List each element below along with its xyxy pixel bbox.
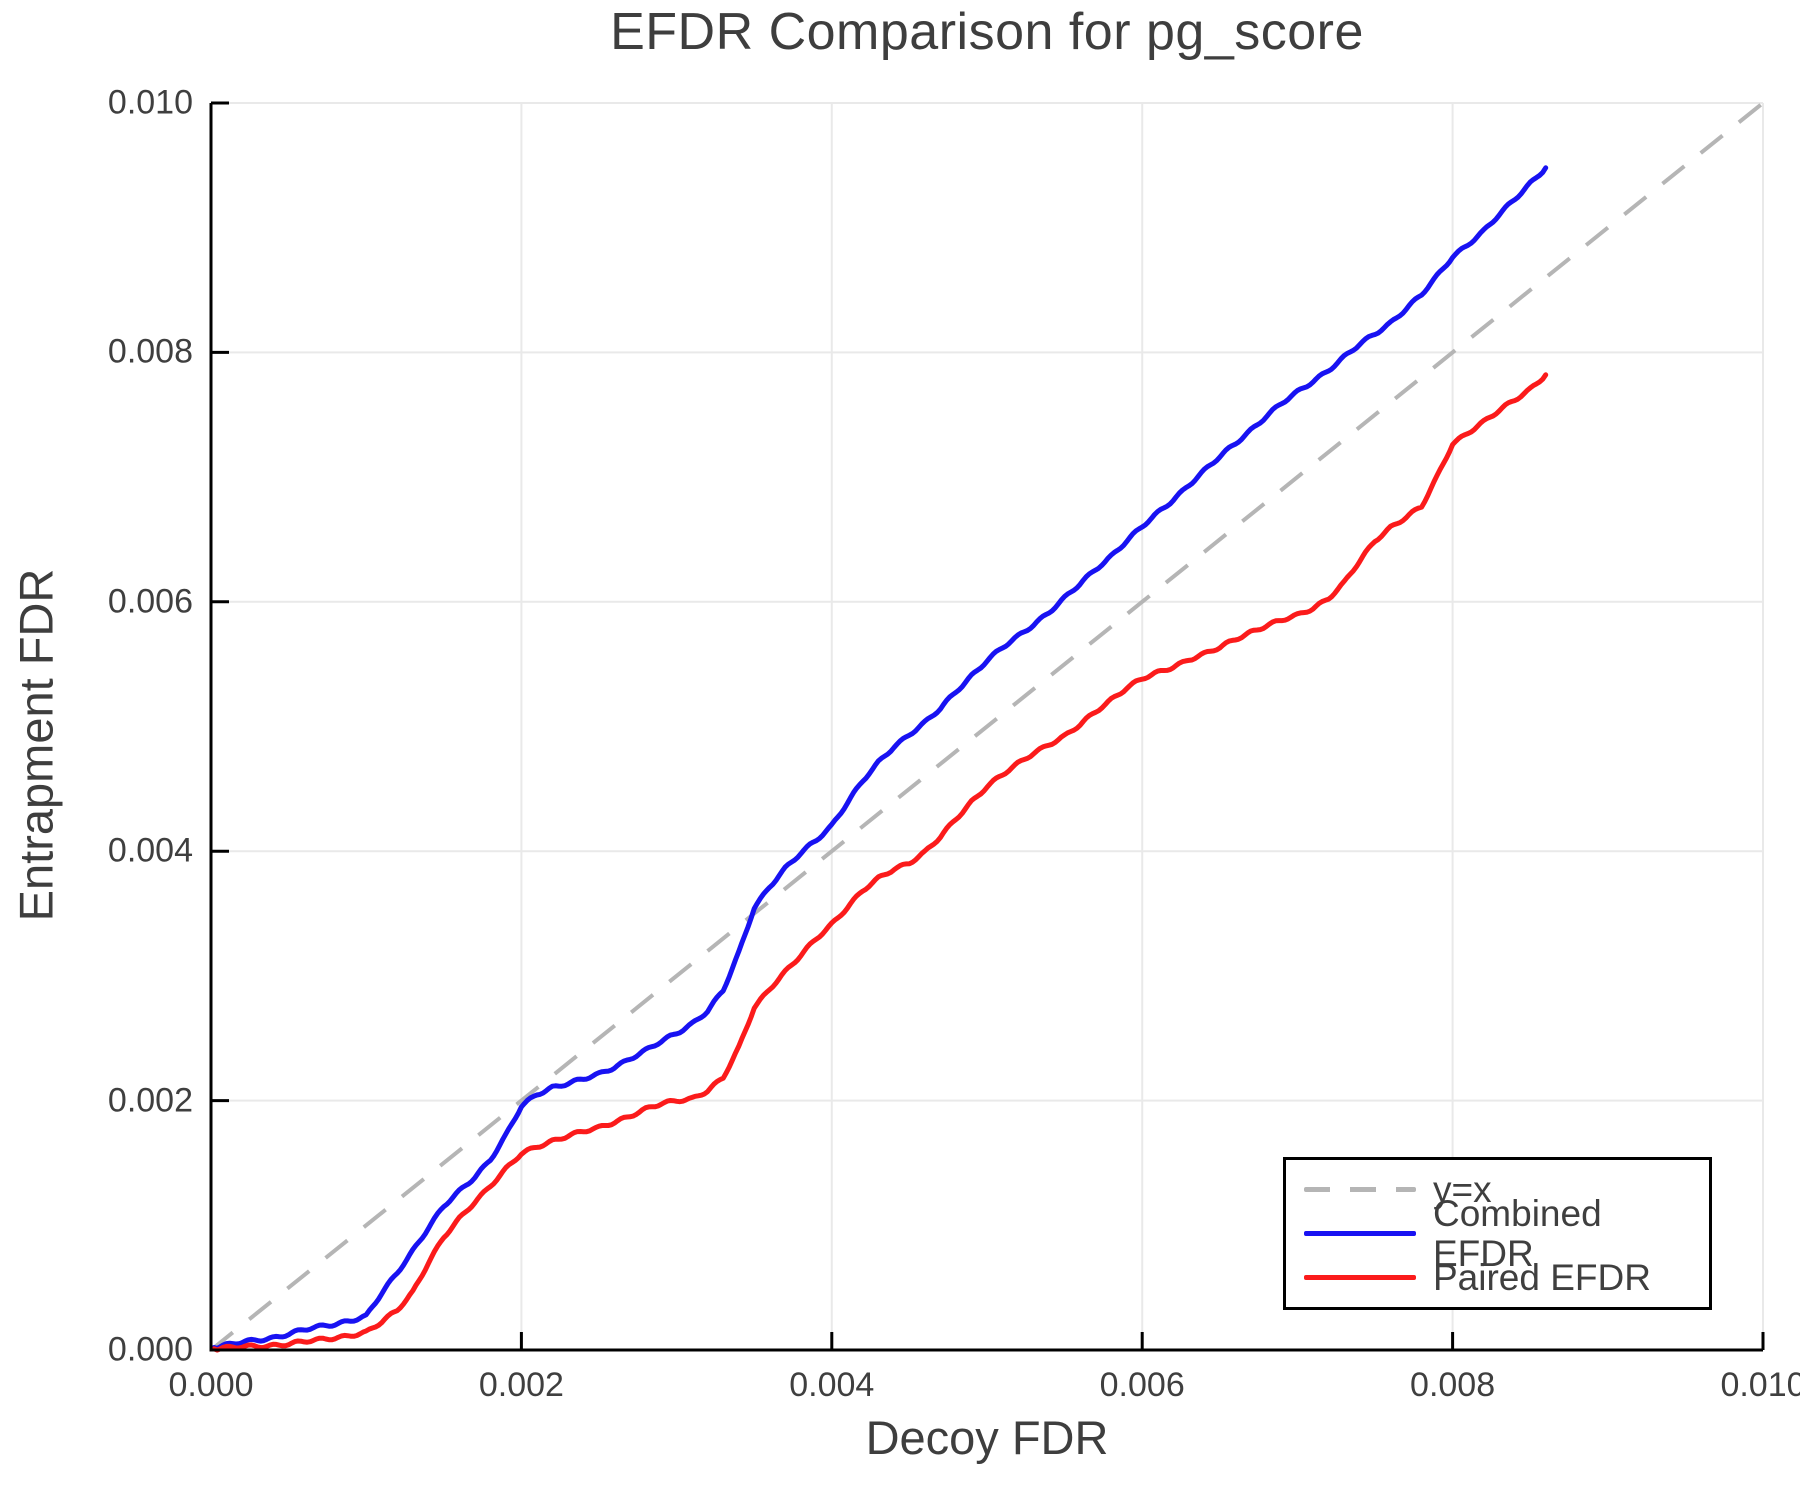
- series-lines: [209, 101, 1765, 1353]
- legend-label-yx: y=x: [1433, 1168, 1492, 1210]
- y-tick-label: 0.004: [107, 831, 193, 870]
- x-tick-label: 0.006: [1099, 1366, 1185, 1404]
- y-tick-label: 0.002: [107, 1081, 193, 1120]
- dashed-line-swatch: [1304, 1187, 1416, 1192]
- x-tick-label: 0.010: [1720, 1366, 1800, 1404]
- x-tick-label: 0.002: [478, 1366, 564, 1404]
- diagonal-reference-line: [209, 101, 1765, 1352]
- y-tick-label: 0.006: [107, 582, 193, 621]
- x-tick-label: 0.008: [1410, 1366, 1496, 1404]
- x-axis-title: Decoy FDR: [865, 1411, 1109, 1464]
- series-line-paired-efdr: [211, 372, 1549, 1353]
- y-tick-label: 0.008: [107, 332, 193, 371]
- series-line-combined-efdr: [211, 165, 1549, 1351]
- y-tick-label: 0.010: [107, 83, 193, 122]
- x-tick-label: 0.000: [168, 1366, 254, 1404]
- legend-entry-combined: Combined EFDR: [1304, 1193, 1709, 1273]
- legend-entry-yx: y=x: [1304, 1169, 1709, 1210]
- chart-title: EFDR Comparison for pg_score: [610, 3, 1364, 61]
- grid-lines: [211, 102, 1764, 1350]
- axis-spines-and-ticks: [209, 101, 1765, 1352]
- y-tick-label: 0.000: [107, 1330, 193, 1369]
- red-line-swatch: [1304, 1275, 1416, 1280]
- legend-label-paired: Paired EFDR: [1433, 1256, 1651, 1298]
- x-tick-label: 0.004: [789, 1366, 875, 1404]
- legend-entry-paired: Paired EFDR: [1304, 1257, 1709, 1298]
- y-axis-title: Entrapment FDR: [9, 568, 63, 922]
- legend-box: y=x Combined EFDR Paired EFDR: [1283, 1157, 1712, 1310]
- legend-label-combined: Combined EFDR: [1433, 1192, 1602, 1274]
- blue-line-swatch: [1304, 1231, 1416, 1236]
